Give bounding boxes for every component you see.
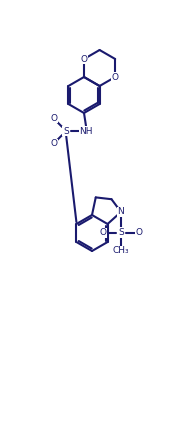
- Text: N: N: [118, 207, 124, 217]
- Text: NH: NH: [79, 126, 93, 135]
- Text: S: S: [63, 126, 69, 135]
- Text: S: S: [118, 228, 124, 237]
- Text: O: O: [112, 72, 119, 82]
- Text: O: O: [80, 55, 88, 63]
- Text: O: O: [100, 228, 106, 237]
- Text: O: O: [136, 228, 142, 237]
- Text: CH₃: CH₃: [113, 246, 129, 255]
- Text: O: O: [50, 114, 57, 123]
- Text: O: O: [50, 139, 57, 148]
